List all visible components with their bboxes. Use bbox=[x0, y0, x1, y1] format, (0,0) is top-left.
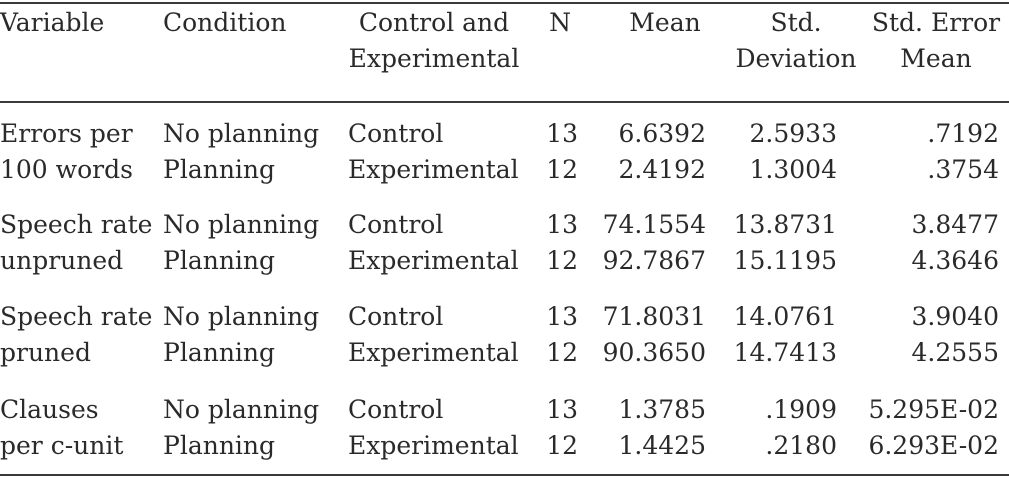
header-sd-line2: Deviation bbox=[735, 44, 857, 73]
variable-label-line2: per c-unit bbox=[0, 431, 124, 460]
se-cell: 5.295E-02 bbox=[868, 395, 999, 424]
mean-cell: 74.1554 bbox=[602, 210, 706, 239]
variable-label-line2: 100 words bbox=[0, 155, 133, 184]
group-cell: Control bbox=[348, 302, 444, 331]
condition-cell: No planning bbox=[163, 395, 320, 424]
sd-cell: 1.3004 bbox=[749, 155, 837, 184]
sd-cell: 13.8731 bbox=[733, 210, 837, 239]
n-cell: 13 bbox=[546, 119, 578, 148]
n-cell: 12 bbox=[546, 431, 578, 460]
n-cell: 13 bbox=[546, 302, 578, 331]
se-cell: 3.9040 bbox=[911, 302, 999, 331]
condition-cell: Planning bbox=[163, 431, 276, 460]
mean-cell: 71.8031 bbox=[602, 302, 706, 331]
variable-label-line2: pruned bbox=[0, 338, 91, 367]
sd-cell: 14.0761 bbox=[733, 302, 837, 331]
group-cell: Control bbox=[348, 210, 444, 239]
bottom-rule bbox=[0, 474, 1009, 476]
group-cell: Control bbox=[348, 395, 444, 424]
sd-cell: .2180 bbox=[765, 431, 837, 460]
condition-cell: Planning bbox=[163, 155, 276, 184]
group-cell: Experimental bbox=[348, 155, 519, 184]
n-cell: 12 bbox=[546, 246, 578, 275]
header-se-line1: Std. Error bbox=[871, 8, 1001, 37]
variable-label-line1: Speech rate bbox=[0, 210, 153, 239]
sd-cell: 2.5933 bbox=[749, 119, 837, 148]
mean-cell: 1.4425 bbox=[618, 431, 706, 460]
table-row-group: Clauses per c-unit No planning Planning … bbox=[0, 392, 1009, 464]
top-rule bbox=[0, 2, 1009, 4]
se-cell: .3754 bbox=[927, 155, 999, 184]
n-cell: 12 bbox=[546, 338, 578, 367]
header-control-line1: Control and bbox=[358, 8, 510, 37]
se-cell: 4.2555 bbox=[911, 338, 999, 367]
table-row-group: Speech rate pruned No planning Planning … bbox=[0, 299, 1009, 371]
mean-cell: 90.3650 bbox=[602, 338, 706, 367]
mean-cell: 2.4192 bbox=[618, 155, 706, 184]
group-cell: Experimental bbox=[348, 246, 519, 275]
group-cell: Experimental bbox=[348, 431, 519, 460]
n-cell: 12 bbox=[546, 155, 578, 184]
condition-cell: No planning bbox=[163, 210, 320, 239]
group-cell: Control bbox=[348, 119, 444, 148]
header-condition: Condition bbox=[163, 8, 287, 37]
condition-cell: No planning bbox=[163, 119, 320, 148]
condition-cell: Planning bbox=[163, 246, 276, 275]
variable-label-line1: Speech rate bbox=[0, 302, 153, 331]
variable-label-line1: Errors per bbox=[0, 119, 133, 148]
sd-cell: 15.1195 bbox=[733, 246, 837, 275]
condition-cell: Planning bbox=[163, 338, 276, 367]
se-cell: 3.8477 bbox=[911, 210, 999, 239]
sd-cell: .1909 bbox=[765, 395, 837, 424]
header-variable: Variable bbox=[0, 8, 105, 37]
variable-label-line2: unpruned bbox=[0, 246, 124, 275]
variable-label-line1: Clauses bbox=[0, 395, 99, 424]
n-cell: 13 bbox=[546, 210, 578, 239]
header-mean: Mean bbox=[629, 8, 701, 37]
sd-cell: 14.7413 bbox=[733, 338, 837, 367]
header-se-line2: Mean bbox=[900, 44, 972, 73]
condition-cell: No planning bbox=[163, 302, 320, 331]
se-cell: 4.3646 bbox=[911, 246, 999, 275]
table-row-group: Speech rate unpruned No planning Plannin… bbox=[0, 207, 1009, 279]
group-cell: Experimental bbox=[348, 338, 519, 367]
n-cell: 13 bbox=[546, 395, 578, 424]
header-n: N bbox=[549, 8, 571, 37]
header-rule bbox=[0, 101, 1009, 103]
header-sd-line1: Std. bbox=[770, 8, 822, 37]
se-cell: .7192 bbox=[927, 119, 999, 148]
se-cell: 6.293E-02 bbox=[868, 431, 999, 460]
mean-cell: 6.6392 bbox=[618, 119, 706, 148]
mean-cell: 1.3785 bbox=[618, 395, 706, 424]
header-control-line2: Experimental bbox=[348, 44, 520, 73]
mean-cell: 92.7867 bbox=[602, 246, 706, 275]
table-row-group: Errors per 100 words No planning Plannin… bbox=[0, 116, 1009, 188]
